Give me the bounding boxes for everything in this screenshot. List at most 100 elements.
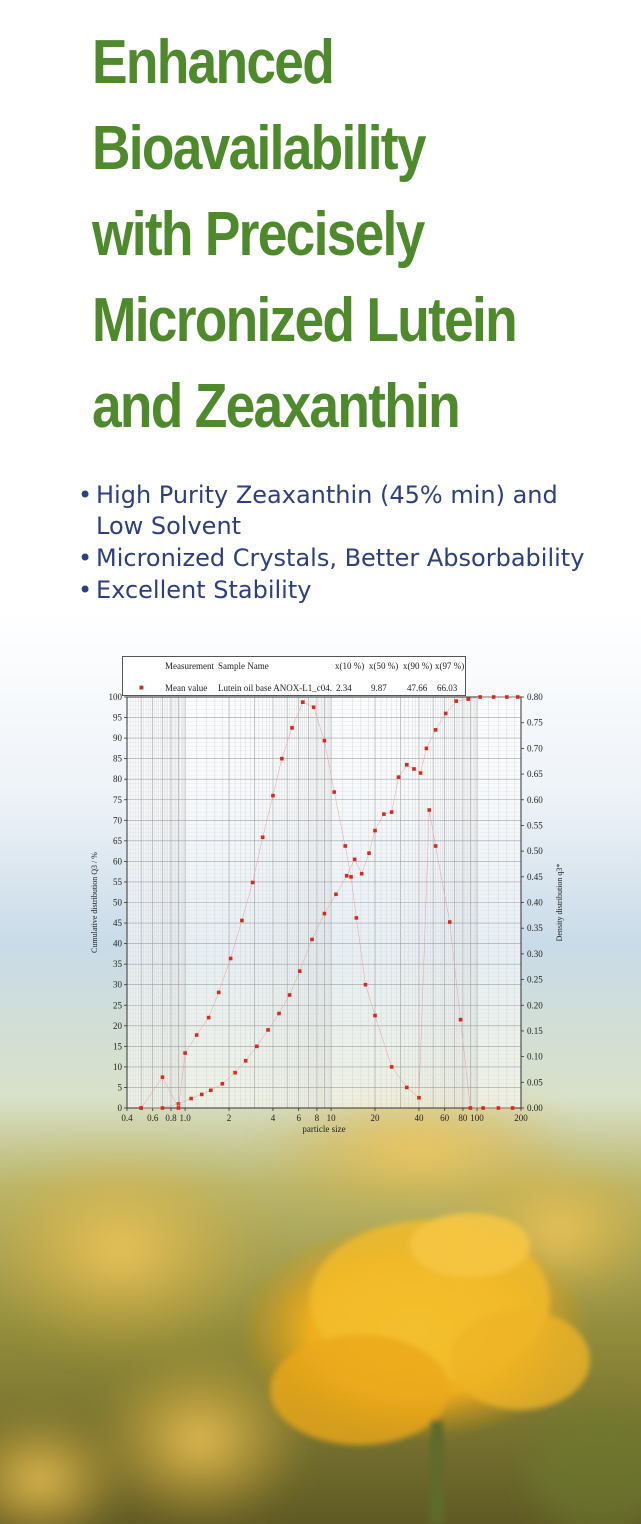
y-tick-label: 70 [113,815,123,825]
cumulative-point [287,993,292,997]
y2-tick-label: 0.20 [527,1000,543,1010]
cumulative-point [199,1092,204,1097]
density-point [349,875,353,879]
cumulative-point [515,695,520,699]
density-point [216,990,221,995]
y-tick-label: 95 [113,713,123,723]
y-tick-label: 60 [113,856,123,866]
y-tick-label: 65 [113,836,123,846]
x-tick-label: 8 [315,1113,320,1123]
x-tick-label: 1.0 [179,1113,191,1123]
cumulative-point [389,810,394,814]
y-tick-label: 100 [109,692,123,702]
headline-line: Enhanced [92,28,335,97]
cumulative-point [466,697,471,701]
density-point [427,808,431,812]
legend-row-measurement: Mean value [165,683,208,693]
cumulative-point [189,1096,193,1101]
legend-row-sample: Lutein oil base ANOX-L1_c04. [218,683,332,693]
feature-text: High Purity Zeaxanthin (45% min) and [96,481,558,509]
feature-item: • Excellent Stability [78,575,618,606]
density-point [160,1075,165,1079]
y-tick-label: 50 [113,898,123,908]
density-point [433,844,438,848]
y-tick-label: 10 [113,1062,123,1072]
y-tick-label: 55 [113,877,123,887]
density-point [206,1015,211,1020]
cumulative-point [424,746,429,751]
chart-legend: Measurement Sample Name x(10 %) x(50 %) … [122,656,466,696]
cumulative-point [220,1081,225,1086]
y-tick-label: 30 [113,980,123,990]
y-tick-label: 40 [113,939,123,949]
density-point [183,1051,187,1055]
x-tick-label: 40 [414,1113,424,1123]
legend-header-measurement: Measurement [165,661,214,671]
density-point [496,1106,501,1110]
y-tick-label: 80 [113,774,123,784]
density-point [332,790,336,794]
headline-line: Bioavailability [92,114,426,183]
legend-header-p10: x(10 %) [335,661,365,671]
density-point [354,916,359,920]
y-tick-label: 25 [113,1000,123,1010]
cumulative-point [433,728,438,732]
y-tick-label: 90 [113,733,123,743]
cumulative-point [344,873,349,878]
cumulative-point [334,892,338,897]
x-tick-label: 80 [458,1113,468,1123]
cumulative-point [277,1011,281,1016]
cumulative-point [233,1070,237,1075]
y-tick-label: 35 [113,959,123,969]
density-point [343,844,348,848]
cumulative-point [359,871,364,876]
feature-text: Low Solvent [96,512,242,540]
cumulative-point [412,767,416,771]
density-point [510,1106,515,1110]
density-point [458,1017,463,1022]
cumulative-point [373,828,377,833]
cumulative-point [404,763,409,767]
x-tick-label: 0.6 [147,1113,159,1123]
density-point [280,756,284,761]
cumulative-point [396,775,401,779]
x-tick-label: 0.8 [165,1113,177,1123]
cumulative-point [322,911,327,916]
density-point [228,956,233,961]
cumulative-point [418,771,423,775]
legend-row-p90: 47.66 [407,683,428,693]
cumulative-point [310,937,314,942]
density-point [468,1106,473,1110]
density-point [139,1106,143,1110]
cumulative-point [208,1088,213,1093]
headline-line: and Zeaxanthin [92,372,461,441]
density-point [194,1033,199,1037]
x-tick-label: 60 [440,1113,450,1123]
cumulative-point [176,1102,181,1106]
cumulative-point [491,695,496,699]
density-point [447,920,452,924]
headline: Enhanced Bioavailability with Precisely … [92,20,556,450]
cumulative-point [443,711,448,716]
y2-tick-label: 0.50 [527,846,543,856]
y-tick-label: 0 [118,1103,123,1113]
density-point [311,705,316,710]
y2-tick-label: 0.25 [527,975,543,985]
y2-tick-label: 0.40 [527,898,543,908]
feature-item: • High Purity Zeaxanthin (45% min) and L… [78,480,618,542]
bullet-glyph: • [78,544,93,572]
x-tick-label: 20 [371,1113,381,1123]
y2-axis-label: Density distribution q3* [555,864,564,942]
y-tick-label: 20 [113,1021,123,1031]
x-tick-label: 4 [271,1113,276,1123]
cumulative-point [382,812,386,816]
y2-tick-label: 0.35 [527,923,543,933]
feature-list: • High Purity Zeaxanthin (45% min) and L… [78,480,618,607]
legend-row-p97: 66.03 [437,683,458,693]
cumulative-point [266,1028,270,1032]
bullet-glyph: • [78,576,93,604]
cumulative-point [352,857,357,862]
feature-item: • Micronized Crystals, Better Absorbabil… [78,543,618,574]
feature-text: Micronized Crystals, Better Absorbabilit… [96,544,585,572]
